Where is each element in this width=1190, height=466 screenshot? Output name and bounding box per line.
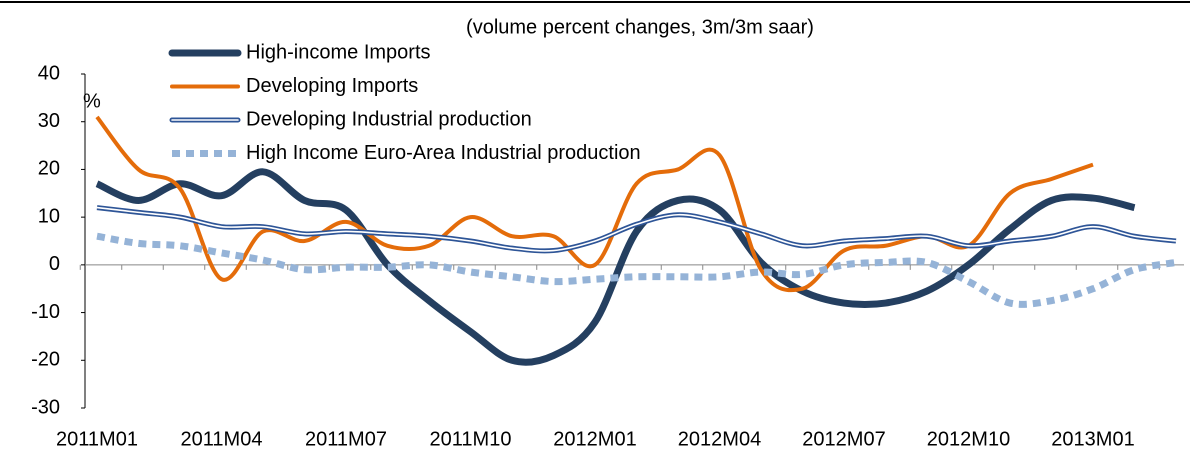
x-tick-label: 2011M10: [430, 428, 512, 450]
series-line: [96, 232, 1177, 308]
x-tick-label: 2012M10: [927, 428, 1010, 450]
x-tick-label: 2012M04: [678, 428, 761, 450]
y-tick-label: -30: [31, 396, 60, 418]
y-tick-label: 10: [38, 205, 60, 227]
y-tick-label: -10: [31, 301, 60, 323]
y-tick-label: 40: [38, 62, 60, 84]
chart-title: (volume percent changes, 3m/3m saar): [466, 16, 814, 38]
y-tick-label: 0: [49, 253, 60, 275]
x-tick-label: 2012M07: [802, 428, 885, 450]
y-tick-label: 20: [38, 158, 60, 180]
legend-label: High Income Euro-Area Industrial product…: [246, 142, 641, 164]
legend-label: High-income Imports: [246, 41, 431, 63]
legend-label: Developing Industrial production: [246, 108, 532, 130]
y-tick-label: 30: [38, 110, 60, 132]
series-line-inner: [96, 206, 1177, 252]
x-tick-label: 2011M04: [181, 428, 263, 450]
x-tick-label: 2011M07: [305, 428, 387, 450]
x-tick-label: 2012M01: [553, 428, 636, 450]
legend-label: Developing Imports: [246, 75, 418, 97]
y-unit-label: %: [83, 90, 101, 112]
x-tick-label: 2013M01: [1051, 428, 1134, 450]
series-line: [95, 168, 1136, 366]
y-tick-label: -20: [31, 349, 60, 371]
x-tick-label: 2011M01: [56, 428, 138, 450]
